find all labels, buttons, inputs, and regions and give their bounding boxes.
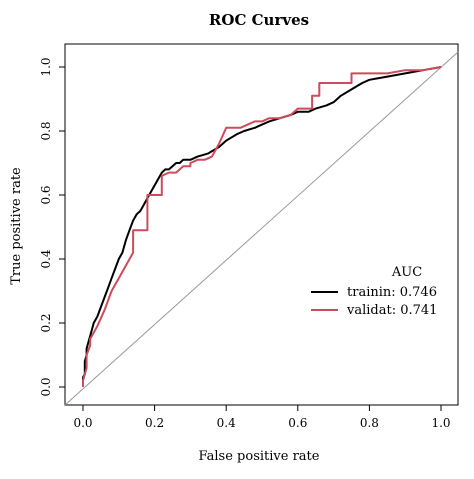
x-tick-label: 0.2 [145,416,164,430]
y-tick-label: 0.2 [39,313,53,332]
x-tick-label: 0.6 [288,416,307,430]
legend-entry-label: trainin: 0.746 [347,285,437,300]
y-tick-label: 0.6 [39,185,53,204]
legend-entry-label: validat: 0.741 [346,303,437,318]
y-tick-label: 1.0 [39,57,53,76]
legend-title: AUC [391,265,422,280]
validation-roc-line [82,66,442,387]
y-tick-label: 0.8 [39,121,53,140]
chart-title: ROC Curves [209,11,309,29]
x-tick-label: 1.0 [431,416,450,430]
training-roc-line [82,66,442,387]
plot-frame [64,43,459,406]
x-axis-label: False positive rate [199,449,320,464]
x-tick-label: 0.0 [73,416,92,430]
plot-area: 0.0 0.2 0.4 0.6 0.8 1.0 0.0 0.2 0.4 0.6 0.8 1.0 AUC t… [39,43,459,430]
x-tick-label: 0.8 [360,416,379,430]
y-axis-label: True positive rate [9,167,24,285]
y-tick-label: 0.0 [39,377,53,396]
legend: AUC trainin: 0.746 validat: 0.741 [311,265,437,318]
y-tick-label: 0.4 [39,249,53,268]
reference-diagonal-line [64,51,459,406]
x-tick-label: 0.4 [217,416,236,430]
